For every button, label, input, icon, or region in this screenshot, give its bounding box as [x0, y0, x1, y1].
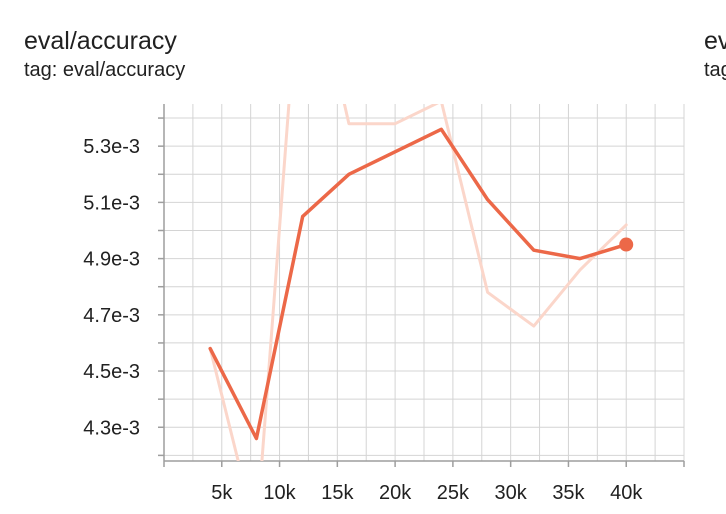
chart-tag: tag: eval/accuracy: [24, 59, 186, 81]
last-point-marker: [619, 237, 634, 252]
x-tick-label: 20k: [379, 482, 412, 504]
x-tick-label: 5k: [211, 482, 233, 504]
y-tick-label: 4.9e-3: [83, 249, 140, 271]
grid-lines: [164, 104, 685, 461]
x-tick-label: 30k: [495, 482, 528, 504]
y-tick-label: 5.1e-3: [83, 192, 140, 214]
y-tick-label: 4.3e-3: [83, 417, 140, 439]
y-tick-label: 4.5e-3: [83, 361, 140, 383]
raw-series-line: [208, 104, 628, 461]
x-tick-label: 15k: [321, 482, 354, 504]
tick-labels: 4.3e-3 4.5e-3 4.7e-3 4.9e-3 5.1e-3 5.3e-3 5k 10…: [83, 136, 643, 504]
next-chart-title-partial: ev: [704, 27, 726, 55]
y-tick-label: 4.7e-3: [83, 305, 140, 327]
axes: [158, 104, 685, 467]
x-tick-label: 25k: [437, 482, 470, 504]
smoothed-series-line: [208, 127, 628, 441]
x-tick-label: 35k: [552, 482, 585, 504]
x-tick-label: 40k: [610, 482, 643, 504]
next-chart-tag-partial: tag: [704, 59, 726, 81]
chart-title: eval/accuracy: [24, 27, 177, 55]
marker-layer: [619, 237, 634, 252]
x-tick-label: 10k: [263, 482, 296, 504]
y-tick-label: 5.3e-3: [83, 136, 140, 158]
series-layer: [208, 104, 628, 461]
